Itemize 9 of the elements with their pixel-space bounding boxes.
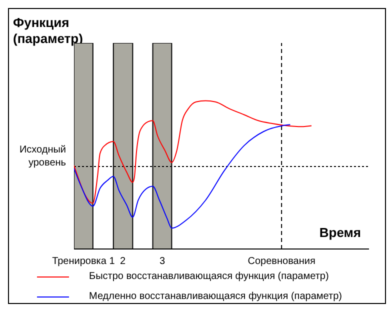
x-tick-label: Соревнования xyxy=(248,256,316,268)
x-tick-label: Тренировка 1 xyxy=(52,256,116,268)
x-axis-title: Время xyxy=(319,225,361,240)
y-axis-title: Функция (параметр) xyxy=(13,15,83,46)
ref-line-label: Исходный уровень xyxy=(19,144,66,168)
x-tick-label: 3 xyxy=(159,256,166,268)
legend-label: Быстро восстанавливающаяся функция (параметр) xyxy=(89,271,329,283)
legend-label: Медленно восстанавливающаяся функция (параметр) xyxy=(89,291,342,303)
x-tick-label: 2 xyxy=(120,256,126,268)
